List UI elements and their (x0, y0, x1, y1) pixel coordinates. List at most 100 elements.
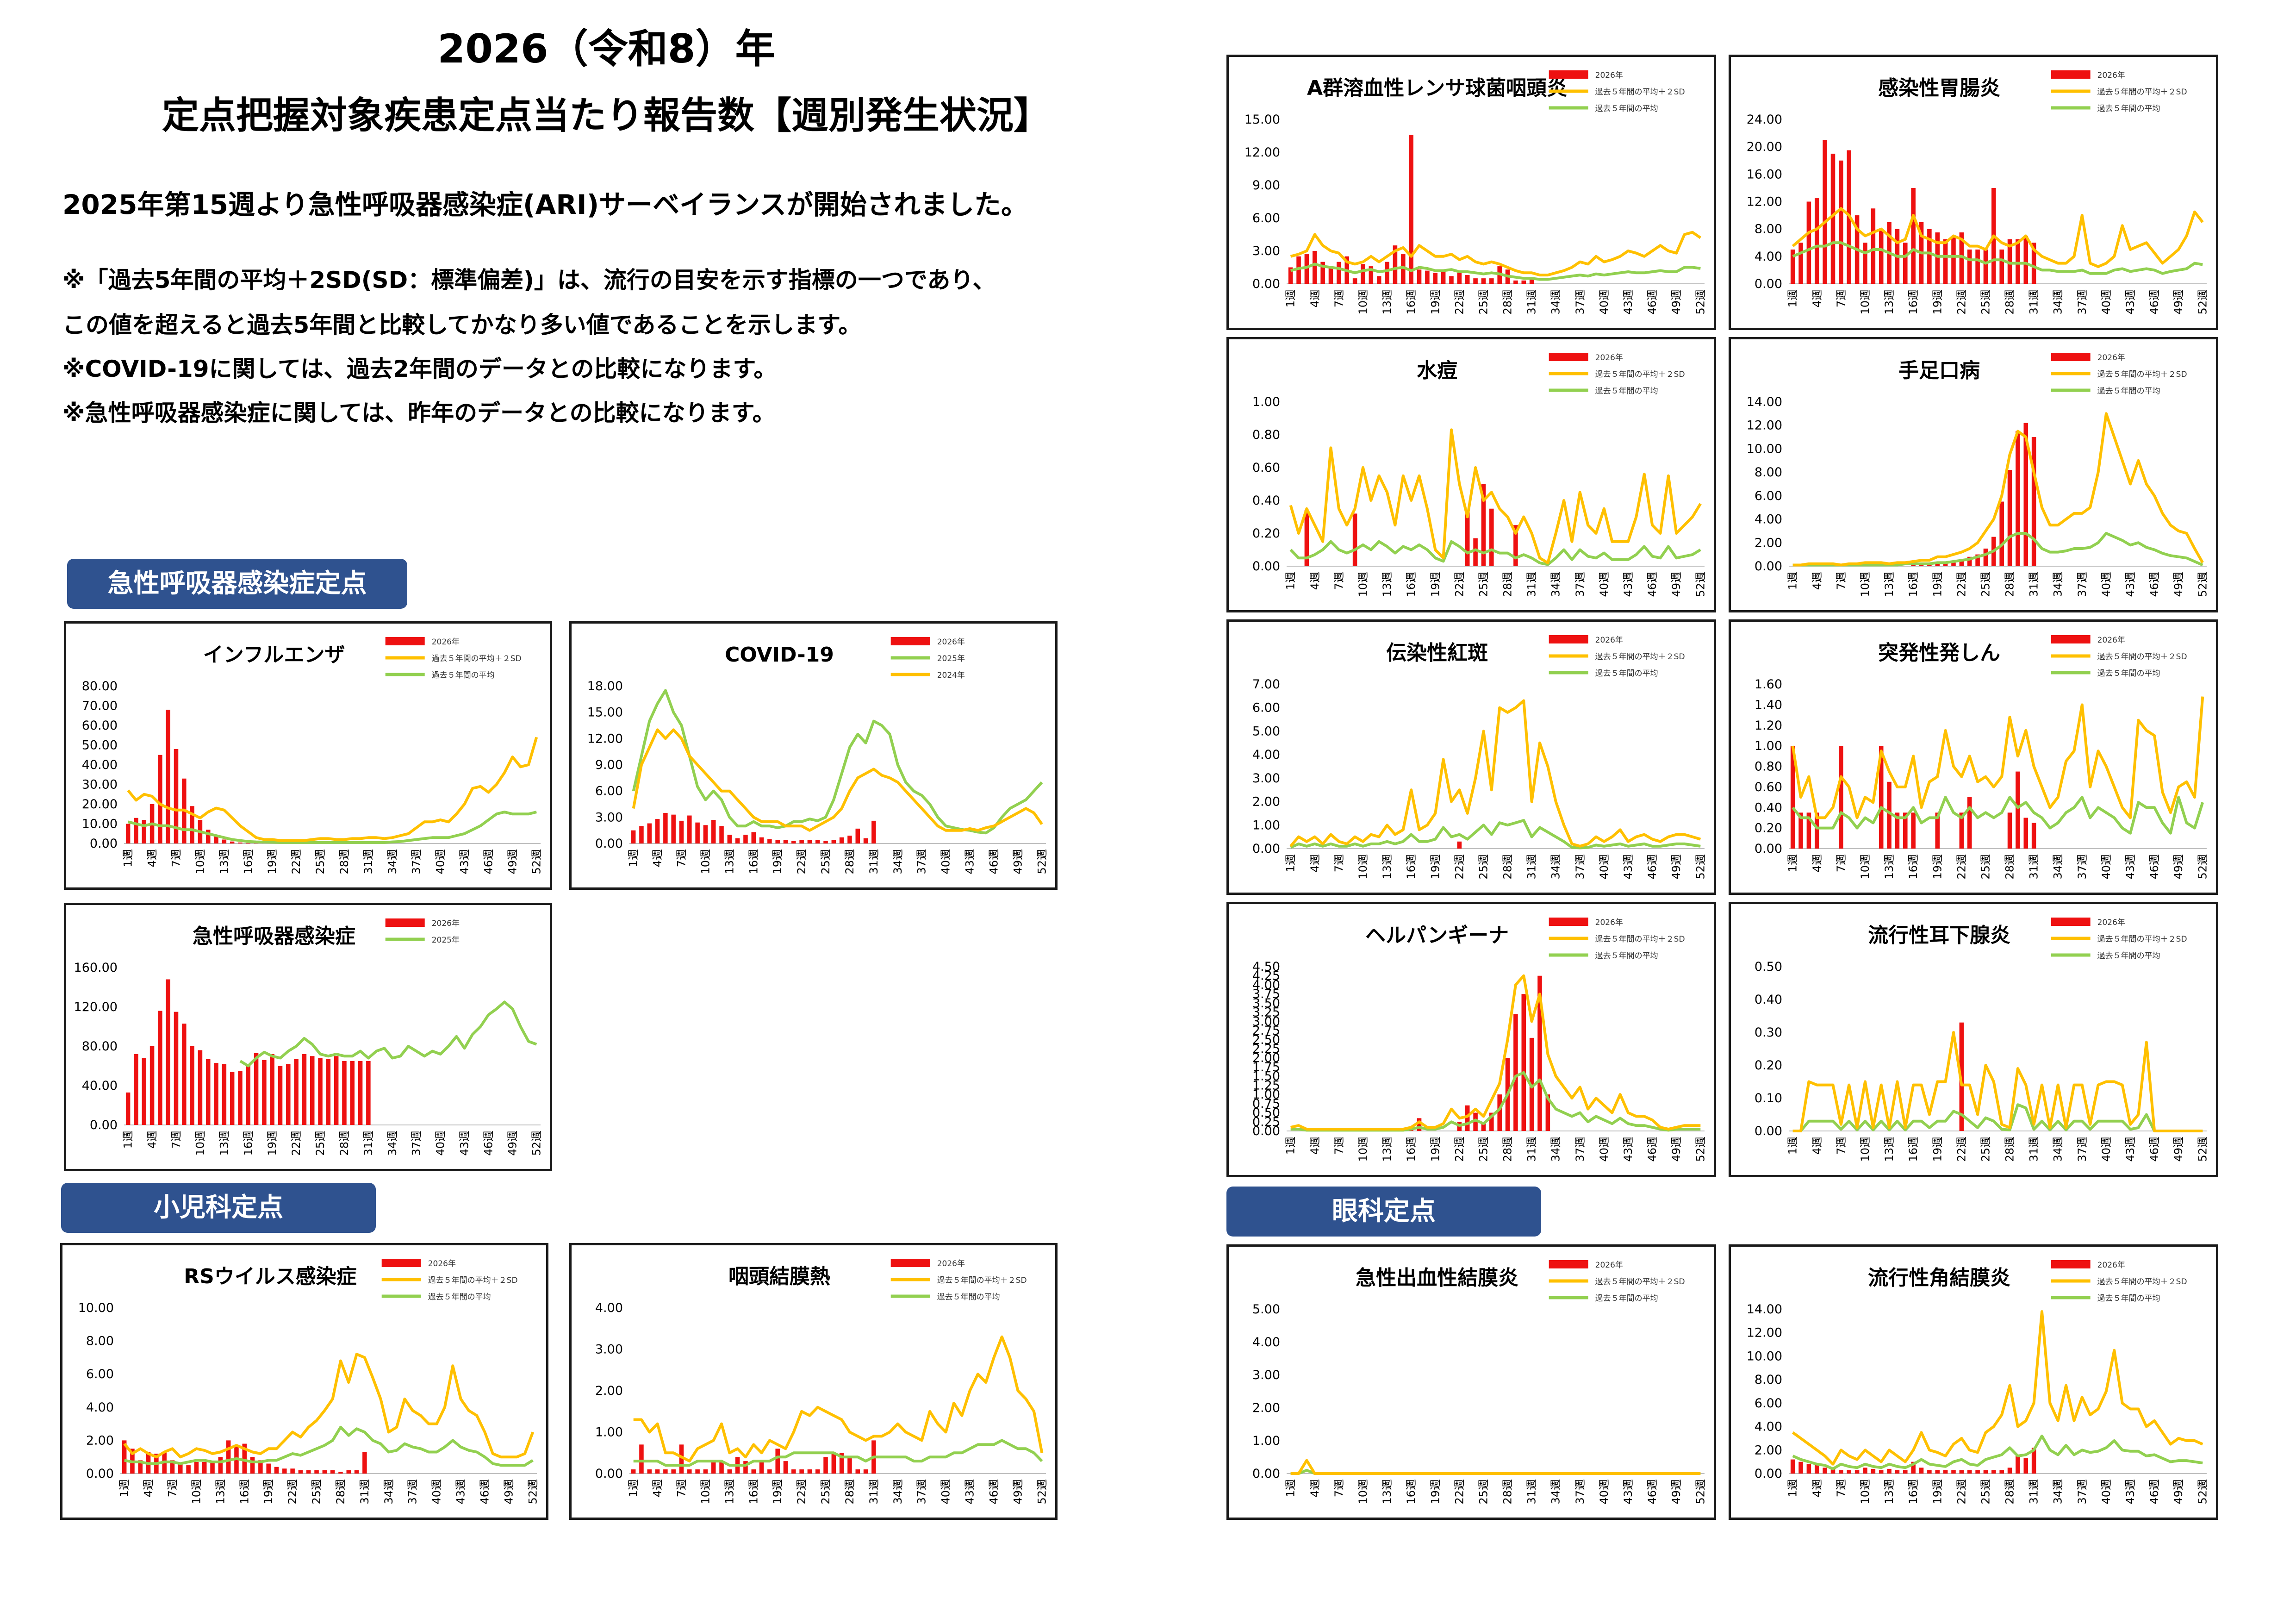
x-tick-label: 28週 (334, 1479, 347, 1505)
x-tick-label: 37週 (915, 849, 928, 874)
y-tick-label: 3.00 (1252, 244, 1280, 258)
bar (823, 1457, 828, 1474)
bar (2023, 818, 2028, 849)
svg-text:2026年: 2026年 (432, 637, 460, 647)
x-tick-label: 16週 (238, 1479, 251, 1505)
bar (1481, 278, 1486, 284)
x-tick-label: 46週 (1646, 1137, 1659, 1162)
x-tick-label: 4週 (142, 1479, 155, 1497)
bar (1911, 187, 1916, 284)
svg-text:2025年: 2025年 (937, 654, 965, 663)
x-tick-label: 7週 (1332, 1479, 1345, 1497)
bar (330, 1470, 335, 1474)
bar (631, 830, 636, 843)
bar (158, 755, 162, 843)
bar (719, 826, 724, 843)
bar (1959, 560, 1964, 566)
svg-text:過去５年間の平均: 過去５年間の平均 (2097, 387, 2160, 396)
bar (671, 1469, 676, 1474)
y-tick-label: 14.00 (1747, 1302, 1782, 1317)
series-line-upper (1792, 1031, 2203, 1132)
legend-entry: 2026年 (2051, 918, 2125, 927)
svg-text:過去５年間の平均: 過去５年間の平均 (937, 1293, 1000, 1302)
legend-entry: 過去５年間の平均＋２SD (2051, 370, 2187, 379)
y-tick-label: 3.00 (1252, 1014, 1280, 1029)
x-tick-label: 52週 (2196, 1479, 2209, 1505)
x-tick-label: 13週 (1883, 1137, 1896, 1162)
bar (1401, 254, 1406, 284)
x-tick-label: 40週 (2100, 1479, 2113, 1505)
bar (1393, 245, 1398, 284)
y-tick-label: 4.25 (1252, 969, 1280, 983)
x-tick-label: 43週 (964, 849, 977, 874)
chart-title: COVID-19 (725, 643, 834, 667)
bar (230, 841, 235, 843)
bar (1951, 1470, 1956, 1474)
x-tick-label: 19週 (1931, 1479, 1944, 1505)
bar (326, 1059, 331, 1125)
series-line-upper (1289, 699, 1701, 848)
bar (2016, 431, 2020, 566)
bar (759, 837, 764, 843)
bar (342, 1061, 347, 1125)
x-tick-label: 49週 (2172, 572, 2185, 597)
x-tick-label: 4週 (146, 1131, 159, 1149)
x-tick-label: 25週 (819, 1479, 832, 1505)
x-tick-label: 10週 (1859, 289, 1872, 315)
x-tick-label: 4週 (146, 849, 159, 867)
y-tick-label: 0.00 (1252, 277, 1280, 291)
x-tick-label: 16週 (1907, 854, 1920, 880)
bar (170, 1460, 175, 1474)
bar (695, 822, 700, 843)
y-tick-label: 6.00 (86, 1367, 114, 1381)
bar (1304, 510, 1309, 566)
x-tick-label: 7週 (675, 1479, 688, 1497)
x-tick-label: 19週 (266, 849, 279, 874)
y-tick-label: 8.00 (86, 1334, 114, 1349)
y-tick-label: 0.10 (1755, 1091, 1782, 1106)
x-tick-label: 1週 (1284, 289, 1297, 307)
series-line-upper (1792, 207, 2204, 268)
x-tick-label: 1週 (1786, 1479, 1799, 1497)
legend-entry: 過去５年間の平均 (2051, 104, 2160, 113)
x-tick-label: 40週 (1598, 572, 1611, 597)
x-tick-label: 22週 (1453, 1479, 1466, 1505)
bar (214, 836, 218, 843)
x-tick-label: 52週 (2196, 854, 2209, 880)
bar (282, 1468, 287, 1474)
x-tick-label: 34週 (891, 849, 904, 874)
y-tick-label: 9.00 (595, 758, 623, 772)
svg-text:過去５年間の平均＋２SD: 過去５年間の平均＋２SD (2097, 1277, 2187, 1287)
x-tick-label: 7週 (1332, 572, 1345, 590)
bar (138, 1460, 143, 1474)
bar (1457, 273, 1462, 284)
chart-title: インフルエンザ (203, 643, 345, 667)
x-tick-label: 1週 (118, 1479, 131, 1497)
svg-text:過去５年間の平均: 過去５年間の平均 (2097, 104, 2160, 113)
x-tick-label: 16週 (1405, 1479, 1418, 1505)
svg-text:過去５年間の平均＋２SD: 過去５年間の平均＋２SD (2097, 370, 2187, 379)
bar (663, 1469, 668, 1474)
bar (647, 1469, 652, 1474)
bar (1497, 1094, 1502, 1131)
bar (2007, 812, 2012, 849)
legend-entry: 2026年 (1549, 70, 1623, 80)
bar (1433, 273, 1438, 284)
chart-hfmd: 手足口病 2026年 過去５年間の平均＋２SD 過去５年間の平均 0.00 2.00 4.0… (1729, 337, 2218, 612)
x-tick-label: 52週 (526, 1479, 539, 1505)
ari-plot: 急性呼吸器感染症 2026年 2025年 0.00 40.00 80.00 120.00 16… (74, 918, 543, 1156)
bar (1887, 781, 1892, 849)
bar (1481, 484, 1486, 566)
bar (362, 1452, 367, 1474)
bar (1449, 276, 1454, 284)
bar (134, 1054, 138, 1125)
svg-text:過去５年間の平均＋２SD: 過去５年間の平均＋２SD (432, 654, 522, 663)
bar (751, 1469, 756, 1474)
x-tick-label: 4週 (651, 849, 664, 867)
section-ophthalmology-sentinel: 眼科定点 (1226, 1187, 1541, 1237)
bar (1991, 1470, 1996, 1474)
bar (270, 1054, 274, 1125)
x-tick-label: 46週 (1646, 289, 1659, 315)
bar (302, 1054, 307, 1125)
